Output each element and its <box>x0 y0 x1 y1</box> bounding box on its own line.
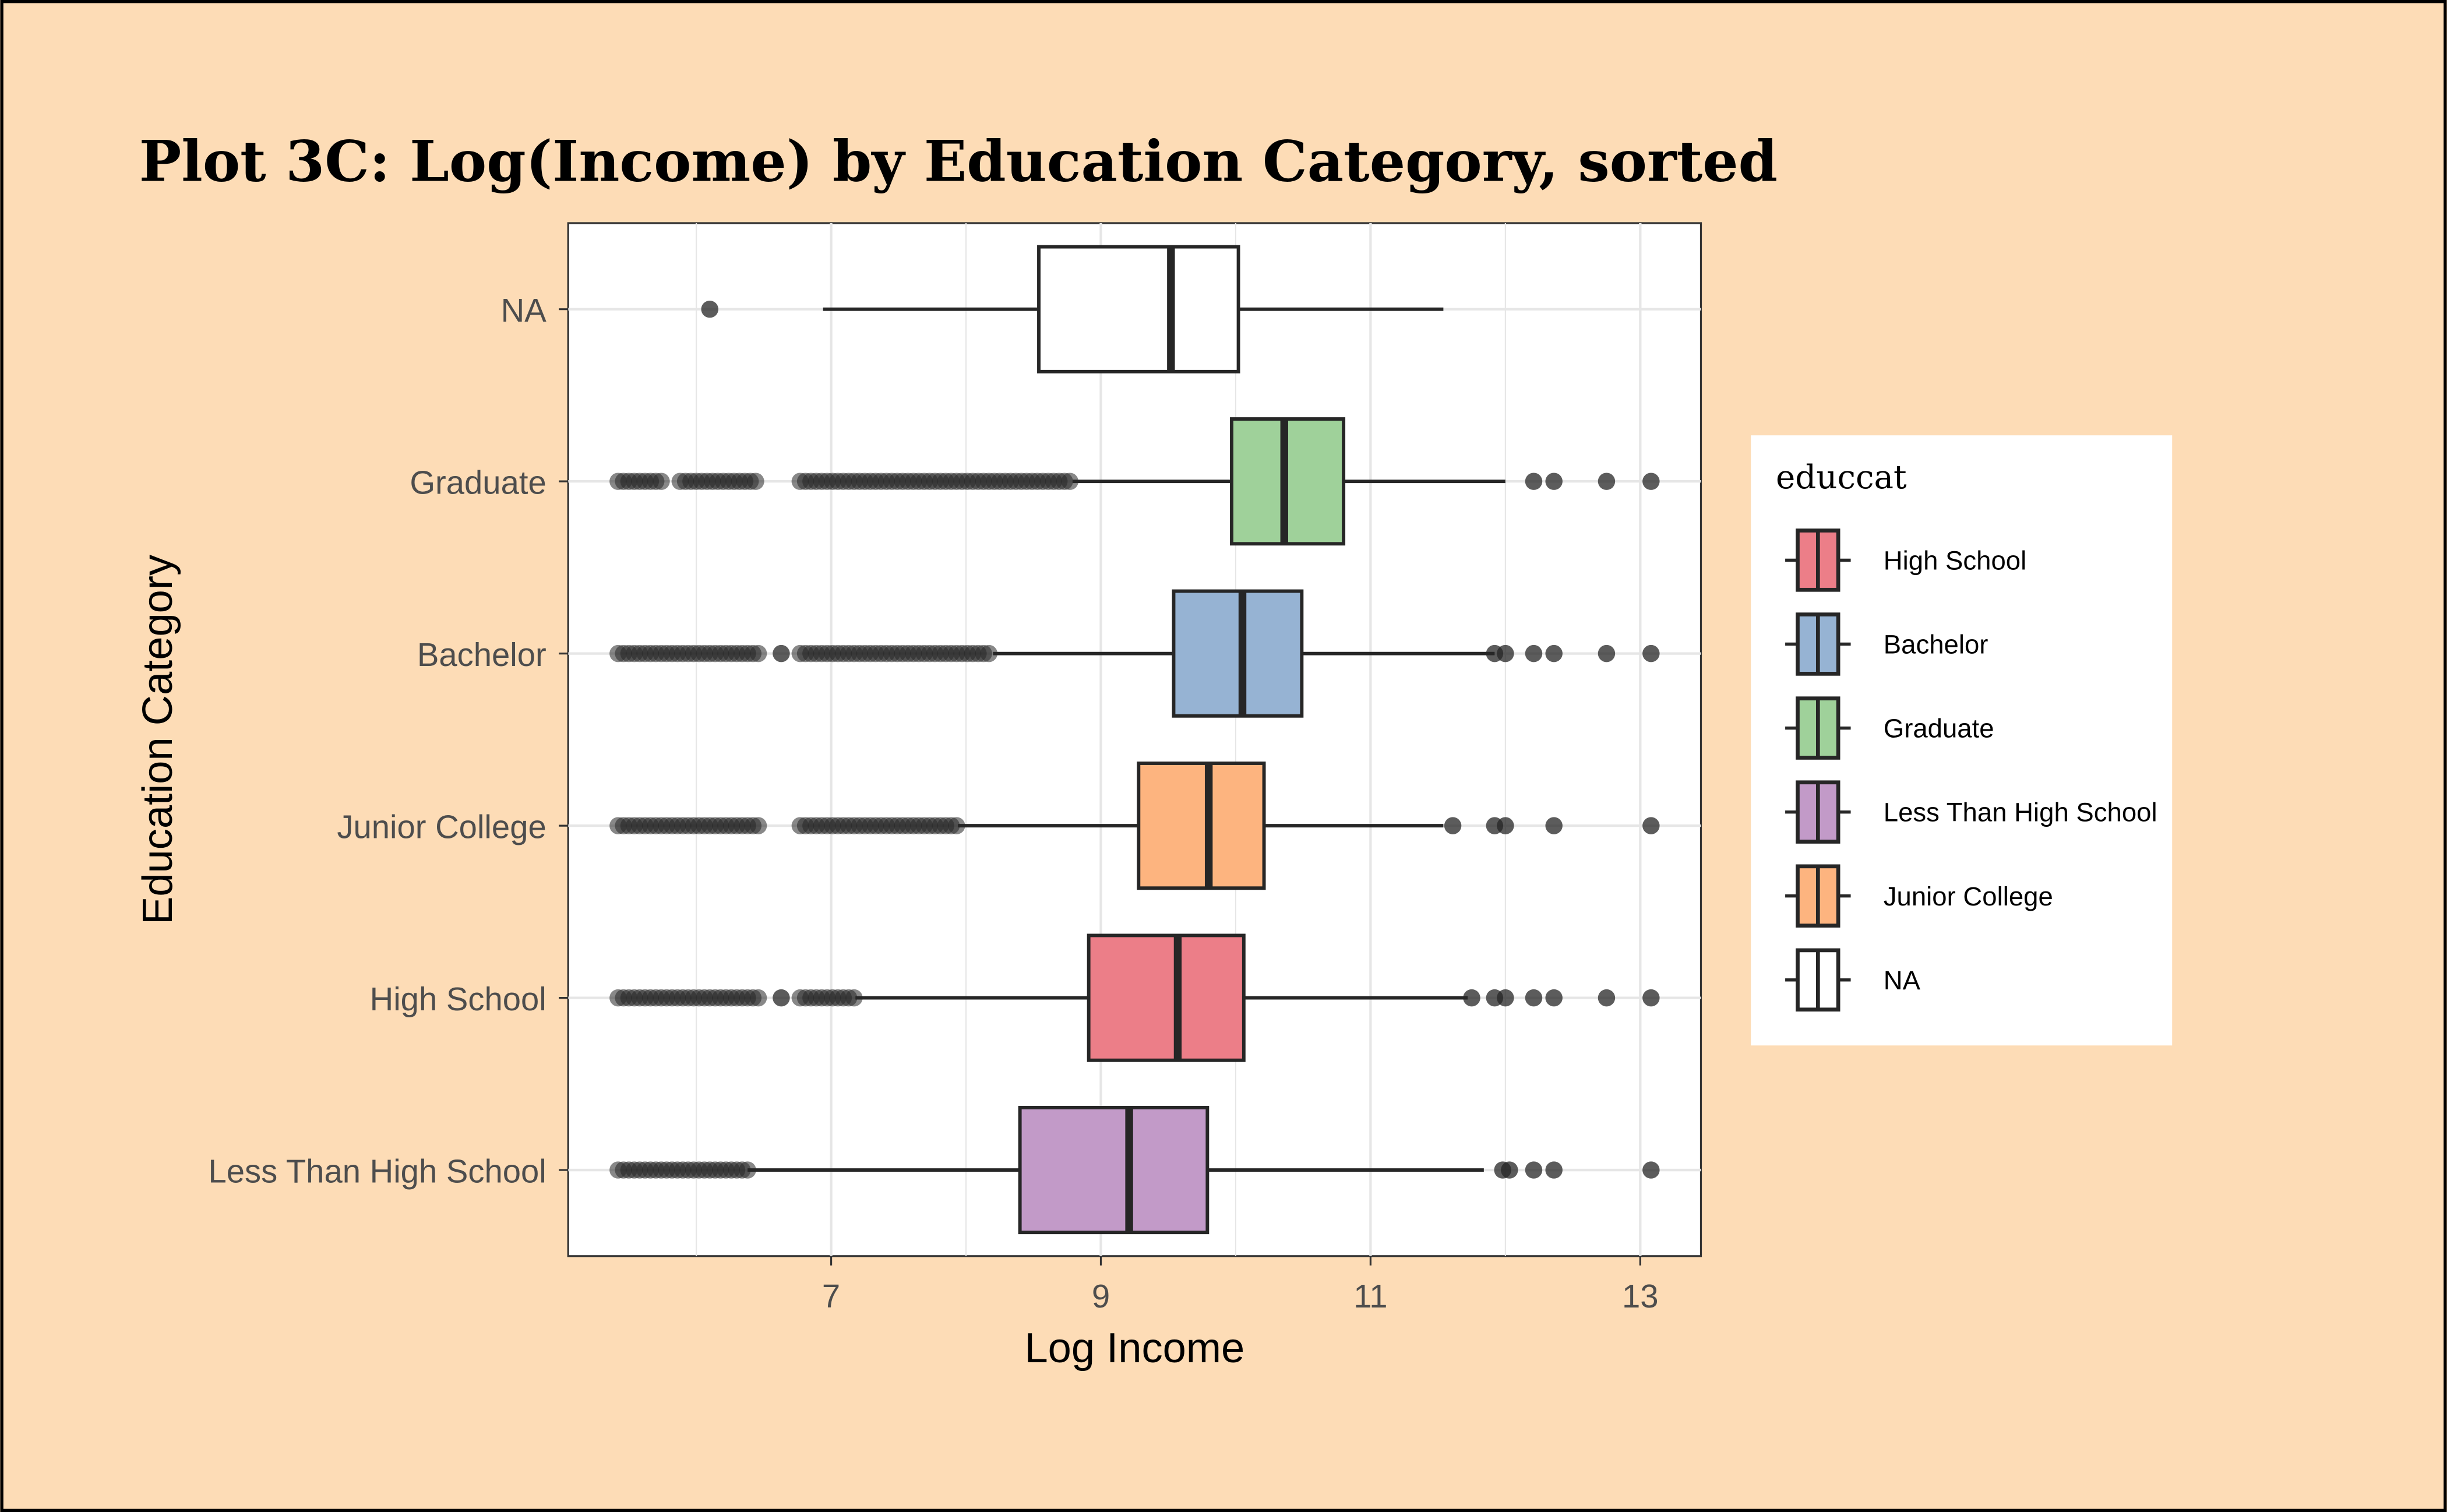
outlier-point <box>747 473 764 490</box>
outlier-point <box>1497 817 1514 834</box>
outlier-point <box>1642 473 1660 490</box>
outlier-point <box>1497 989 1514 1007</box>
x-tick-label: 7 <box>822 1278 840 1314</box>
legend-label: Bachelor <box>1884 630 1988 660</box>
y-tick-label: Bachelor <box>417 636 546 673</box>
legend-label: High School <box>1884 545 2026 575</box>
legend-item: Less Than High School <box>1785 780 2157 844</box>
outlier-point <box>1525 1161 1543 1179</box>
y-axis-label: Education Category <box>135 555 181 925</box>
outlier-point <box>1598 473 1616 490</box>
legend-item: Graduate <box>1785 696 1994 760</box>
legend-item: Junior College <box>1785 864 2053 928</box>
legend-label: NA <box>1884 965 1921 995</box>
outlier-point <box>1545 817 1563 834</box>
y-axis: NA Graduate Bachelor Junior College High Sch… <box>208 292 569 1189</box>
box-na <box>701 245 1444 373</box>
outlier-point <box>1061 473 1078 490</box>
box-iqr <box>1087 933 1246 1062</box>
box-high-school <box>609 933 1660 1062</box>
outlier-point <box>1501 1161 1518 1179</box>
outlier-point <box>845 989 863 1007</box>
outlier-point <box>749 644 767 662</box>
outlier-point <box>1642 644 1660 662</box>
legend-title: educcat <box>1776 459 1907 496</box>
y-tick-label: High School <box>370 981 546 1017</box>
outlier-point <box>1545 473 1563 490</box>
box-iqr <box>1037 245 1240 373</box>
box-iqr <box>1137 762 1266 890</box>
outlier-point <box>1525 644 1543 662</box>
outlier-point <box>1545 989 1563 1007</box>
box-iqr <box>1172 589 1304 718</box>
x-tick-label: 9 <box>1092 1278 1110 1314</box>
outlier-point <box>1642 989 1660 1007</box>
box-bachelor <box>609 589 1660 718</box>
legend-label: Junior College <box>1884 882 2053 911</box>
outlier-point <box>1598 989 1616 1007</box>
plot-panel <box>567 222 1702 1257</box>
chart-title: Plot 3C: Log(Income) by Education Catego… <box>139 128 1778 195</box>
legend-label: Graduate <box>1884 714 1994 743</box>
box-graduate <box>609 417 1660 546</box>
x-axis: 7 9 11 13 <box>822 1256 1659 1314</box>
outlier-point <box>980 644 998 662</box>
legend-item: High School <box>1785 528 2026 592</box>
outlier-point <box>773 989 790 1007</box>
y-tick-label: Junior College <box>337 809 546 845</box>
outlier-point <box>1525 989 1543 1007</box>
outlier-point <box>1598 644 1616 662</box>
y-tick-label: NA <box>501 292 547 329</box>
x-tick-label: 13 <box>1622 1278 1659 1314</box>
legend-item: NA <box>1785 948 1921 1012</box>
outlier-point <box>749 989 767 1007</box>
outlier-point <box>1545 1161 1563 1179</box>
outlier-point <box>1497 644 1514 662</box>
legend-label: Less Than High School <box>1884 798 2157 827</box>
box-marks <box>609 245 1660 1235</box>
outlier-point <box>1642 1161 1660 1179</box>
y-tick-label: Graduate <box>410 464 546 501</box>
y-tick-label: Less Than High School <box>208 1152 546 1189</box>
outlier-point <box>701 300 718 318</box>
outlier-point <box>1642 817 1660 834</box>
x-tick-label: 11 <box>1353 1278 1387 1314</box>
outlier-point <box>1463 989 1480 1007</box>
outlier-point <box>653 473 670 490</box>
outlier-point <box>773 644 790 662</box>
outlier-point <box>1525 473 1543 490</box>
legend: educcat High School Bachelor Graduate Less … <box>1751 435 2173 1046</box>
legend-item: Bachelor <box>1785 612 1988 676</box>
outlier-point <box>948 817 965 834</box>
box-iqr <box>1018 1106 1210 1235</box>
box-less-than-high-school <box>609 1106 1660 1235</box>
outlier-point <box>749 817 767 834</box>
outlier-point <box>1545 644 1563 662</box>
box-junior-college <box>609 762 1660 890</box>
outlier-point <box>1444 817 1462 834</box>
x-axis-label: Log Income <box>1024 1325 1244 1372</box>
